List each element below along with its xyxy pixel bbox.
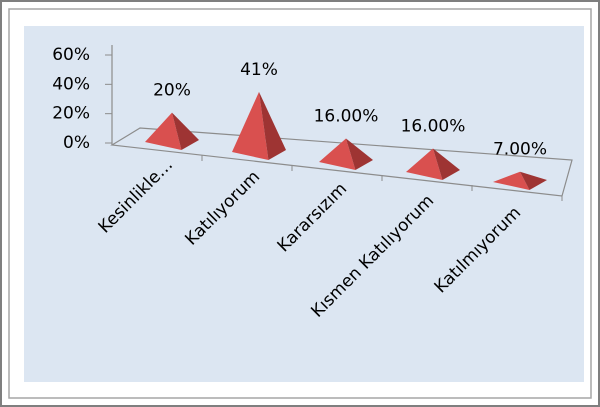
pyramid — [493, 171, 547, 190]
pyramid-side — [433, 148, 460, 180]
pyramid — [406, 148, 460, 180]
pyramid-front — [319, 138, 356, 170]
pyramid-front — [493, 171, 530, 190]
y-tick-label: 60% — [52, 45, 90, 65]
pyramid — [232, 91, 286, 160]
pyramid-front — [406, 148, 443, 180]
plot-area — [24, 26, 584, 382]
y-tick-label: 20% — [52, 104, 90, 124]
pyramid-side — [259, 91, 286, 160]
value-label: 7.00% — [493, 140, 547, 160]
value-label: 16.00% — [401, 117, 466, 137]
pyramid — [145, 112, 199, 150]
y-tick-label: 0% — [63, 133, 90, 153]
y-tick-label: 40% — [52, 74, 90, 94]
value-label: 16.00% — [314, 107, 379, 127]
pyramid-front — [145, 112, 182, 150]
value-label: 41% — [240, 60, 278, 80]
floor — [110, 127, 573, 197]
pyramid-front — [232, 91, 269, 160]
pyramid-side — [346, 138, 373, 170]
pyramid-side — [172, 112, 199, 150]
pyramid — [319, 138, 373, 170]
value-label: 20% — [153, 81, 191, 101]
pyramid-side — [520, 171, 547, 190]
